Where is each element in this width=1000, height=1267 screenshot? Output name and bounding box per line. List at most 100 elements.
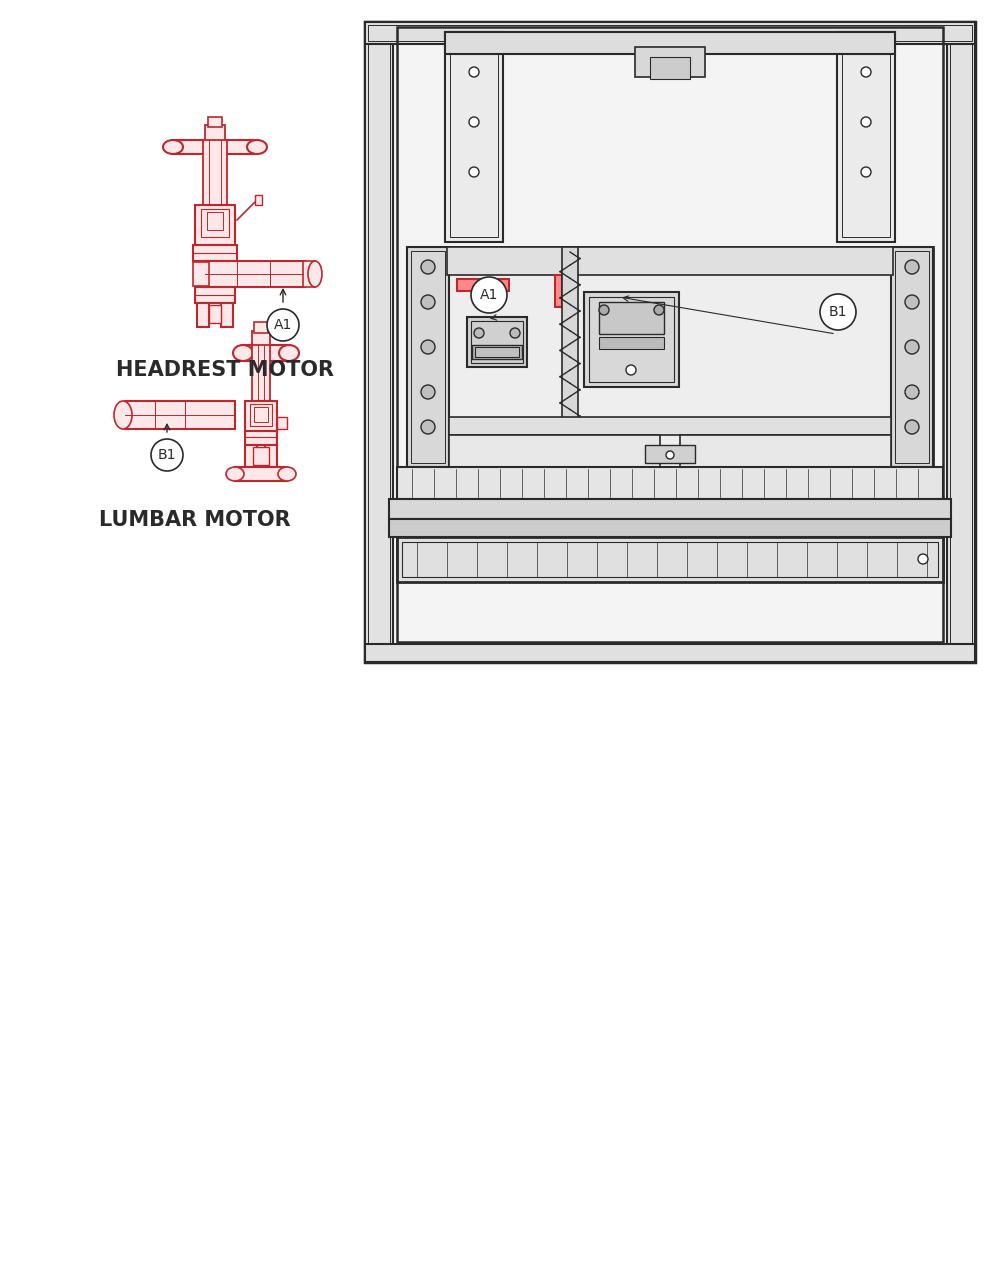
Bar — [842, 37, 890, 237]
Bar — [277, 417, 287, 430]
Bar — [589, 296, 674, 381]
Bar — [389, 519, 951, 537]
Circle shape — [471, 277, 507, 313]
Circle shape — [905, 419, 919, 435]
Ellipse shape — [226, 468, 244, 481]
Bar — [599, 337, 664, 348]
Circle shape — [421, 419, 435, 435]
Bar — [365, 644, 975, 661]
Text: HEADREST MOTOR: HEADREST MOTOR — [116, 360, 334, 380]
Bar — [397, 27, 943, 642]
Bar — [680, 435, 891, 468]
Text: B1: B1 — [829, 305, 847, 319]
Ellipse shape — [279, 345, 299, 361]
Bar — [895, 251, 929, 462]
Bar — [407, 247, 449, 468]
Ellipse shape — [163, 139, 183, 155]
Circle shape — [626, 365, 636, 375]
Bar — [245, 445, 257, 468]
Ellipse shape — [233, 345, 253, 361]
Bar — [389, 499, 951, 519]
Bar — [254, 322, 268, 333]
Ellipse shape — [247, 139, 267, 155]
Circle shape — [861, 167, 871, 177]
Bar — [837, 32, 895, 242]
Bar — [475, 347, 519, 357]
Bar — [891, 247, 933, 468]
Circle shape — [421, 260, 435, 274]
Bar — [950, 25, 972, 659]
Circle shape — [469, 67, 479, 77]
Ellipse shape — [114, 400, 132, 430]
Bar — [472, 345, 522, 359]
Bar — [555, 275, 562, 307]
Bar — [368, 25, 390, 659]
Bar — [650, 57, 690, 79]
Circle shape — [469, 117, 479, 127]
Bar — [195, 288, 235, 303]
Text: LUMBAR MOTOR: LUMBAR MOTOR — [99, 511, 291, 530]
Bar — [599, 302, 664, 334]
Bar — [252, 331, 270, 347]
Bar — [173, 139, 257, 155]
Ellipse shape — [278, 468, 296, 481]
Circle shape — [421, 340, 435, 353]
Bar — [221, 303, 233, 327]
Bar — [365, 22, 975, 44]
Bar — [449, 417, 891, 435]
Bar — [635, 47, 705, 77]
Circle shape — [267, 309, 299, 341]
Circle shape — [421, 295, 435, 309]
Bar — [252, 345, 270, 400]
Bar — [125, 400, 235, 430]
Bar — [193, 245, 237, 261]
Circle shape — [469, 167, 479, 177]
Bar — [402, 542, 938, 576]
Bar — [365, 22, 393, 661]
Bar — [450, 37, 498, 237]
Text: A1: A1 — [480, 288, 498, 302]
Bar — [208, 117, 222, 127]
Bar — [445, 32, 895, 54]
Text: B1: B1 — [158, 449, 176, 462]
Circle shape — [151, 438, 183, 471]
Bar — [562, 247, 578, 468]
Bar — [457, 279, 509, 291]
Circle shape — [421, 385, 435, 399]
Bar — [205, 261, 305, 288]
Bar — [411, 251, 445, 462]
Bar — [201, 209, 229, 237]
Bar — [243, 345, 289, 361]
Bar — [265, 445, 277, 468]
Bar — [197, 303, 209, 327]
Bar — [235, 468, 287, 481]
Bar — [207, 212, 223, 231]
Bar — [205, 125, 225, 141]
Circle shape — [510, 328, 520, 338]
Bar — [407, 247, 933, 468]
Bar — [203, 139, 227, 205]
Bar — [397, 537, 943, 582]
Bar — [245, 431, 277, 445]
Circle shape — [820, 294, 856, 329]
Bar — [303, 261, 315, 288]
Circle shape — [905, 260, 919, 274]
Bar — [253, 447, 269, 465]
Bar — [467, 317, 527, 367]
Bar — [209, 305, 221, 323]
Bar — [445, 32, 503, 242]
Bar — [250, 404, 272, 426]
Bar — [447, 247, 893, 275]
Circle shape — [905, 340, 919, 353]
Circle shape — [905, 385, 919, 399]
Circle shape — [905, 295, 919, 309]
Circle shape — [861, 117, 871, 127]
Bar — [365, 22, 975, 661]
Ellipse shape — [308, 261, 322, 288]
Text: A1: A1 — [274, 318, 292, 332]
Bar — [645, 445, 695, 462]
Circle shape — [654, 305, 664, 315]
Bar — [254, 407, 268, 422]
Bar — [471, 321, 523, 364]
Circle shape — [666, 451, 674, 459]
